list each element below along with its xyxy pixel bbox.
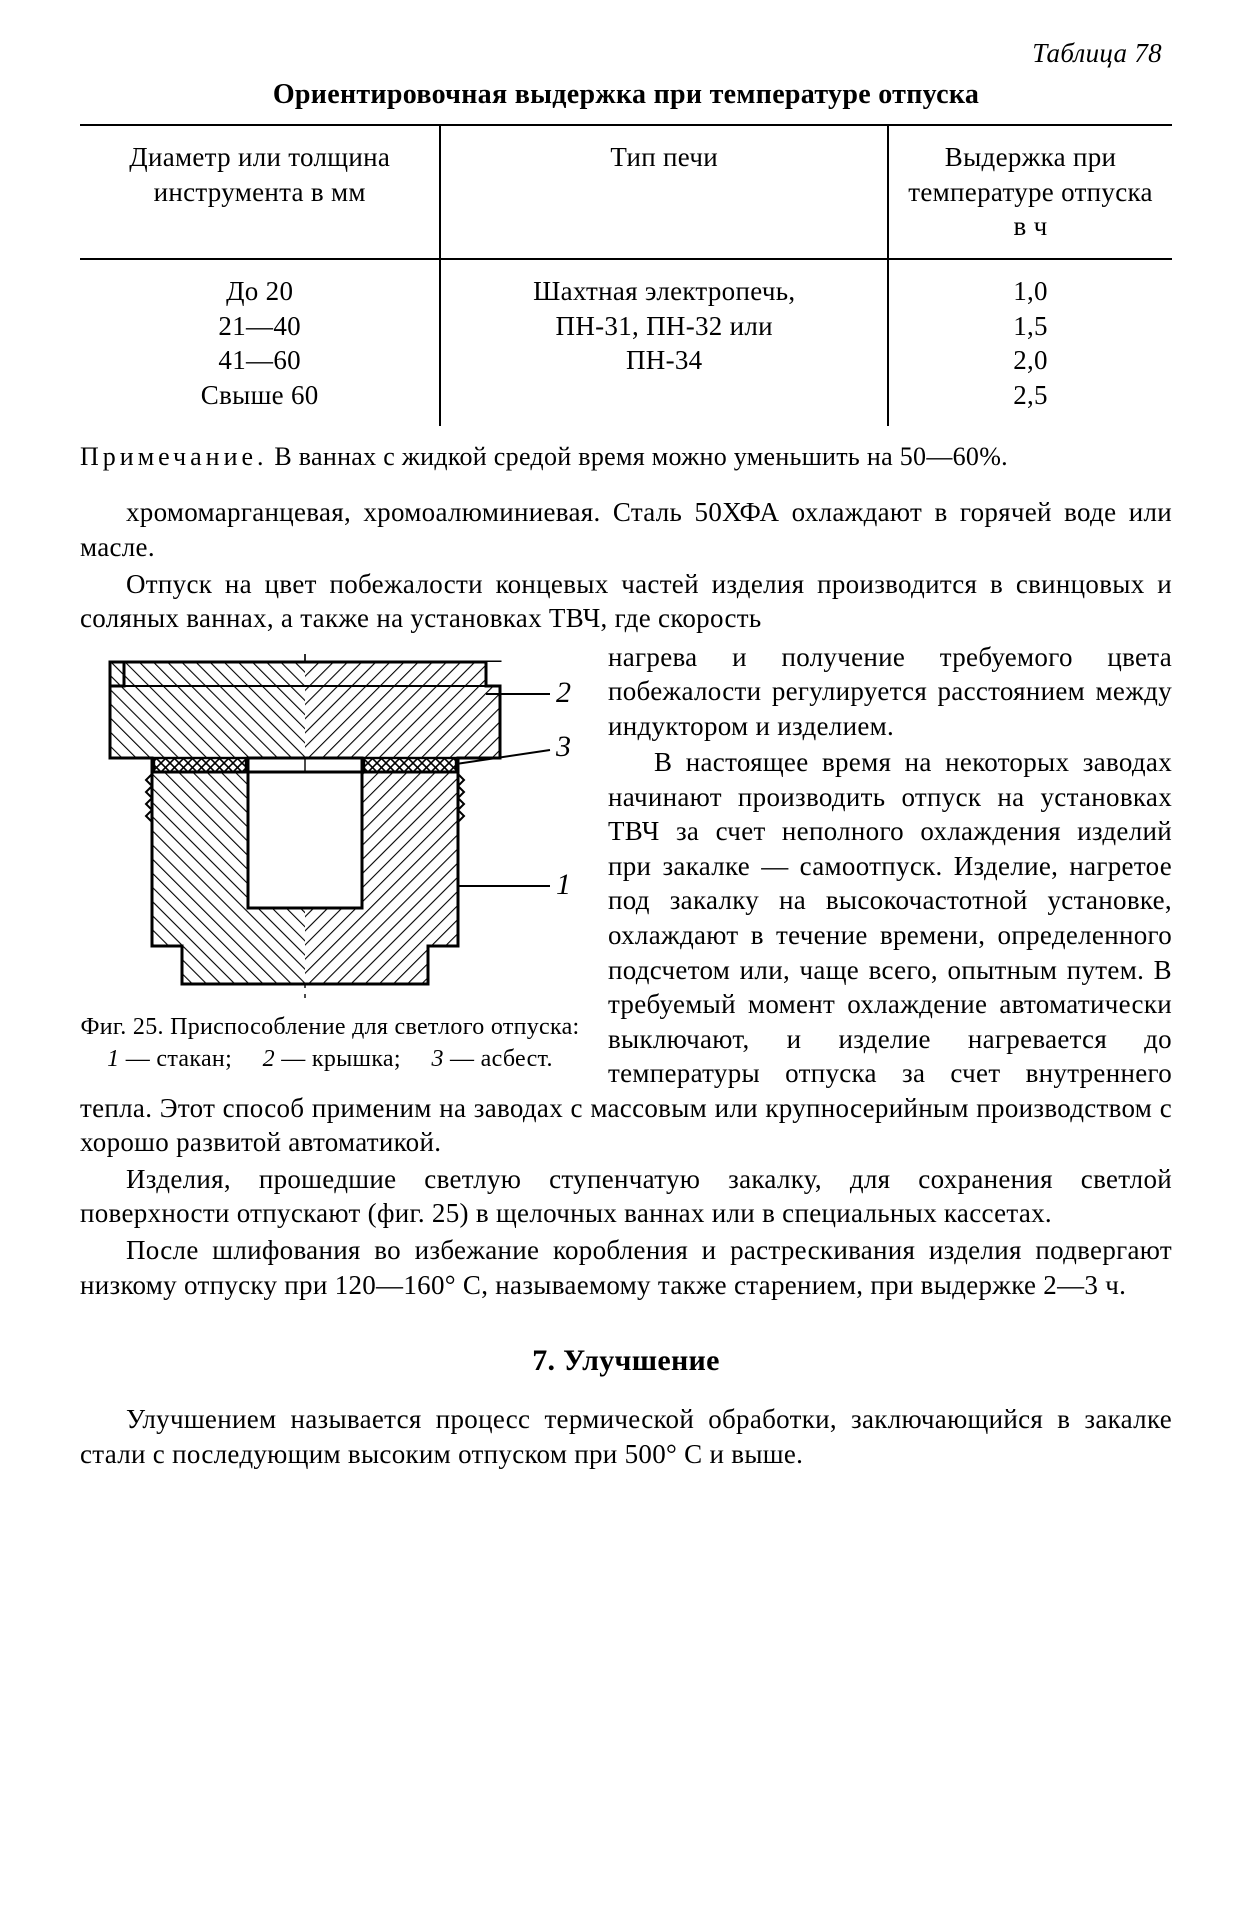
soak-time-table: Диаметр или толщина инструмента в мм Тип… [80, 124, 1172, 426]
note-lead: Примечание. [80, 442, 268, 471]
body-paragraph: Улучшением называется процесс термическо… [80, 1402, 1172, 1471]
figure-legend: 1 — стакан; 2 — крышка; 3 — асбест. [80, 1044, 580, 1074]
furnace-values: Шахтная электропечь, ПН-31, ПН-32 или ПН… [459, 274, 869, 378]
cell: 21—40 [218, 309, 301, 344]
diameter-values: До 20 21—40 41—60 Свыше 60 [98, 274, 421, 412]
cell: 2,5 [1013, 378, 1048, 413]
cell: 2,0 [1013, 343, 1048, 378]
figure-caption: Фиг. 25. Приспособление для светлого отп… [80, 1012, 580, 1074]
cell: 1,5 [1013, 309, 1048, 344]
cell: До 20 [226, 274, 293, 309]
figure-25: 2 3 1 Фиг. 25. Приспособление для светло… [80, 646, 580, 1074]
col-header-time: Выдержка при температуре отпуска в ч [888, 125, 1172, 259]
figure-caption-line1: Фиг. 25. Приспособление для светлого отп… [80, 1014, 579, 1040]
fig-label-3: 3 [555, 730, 571, 763]
table-label: Таблица 78 [80, 36, 1162, 71]
figure-drawing: 2 3 1 [80, 646, 580, 1006]
col-header-diameter: Диаметр или толщина инструмента в мм [80, 125, 440, 259]
note-body: В ваннах с жидкой средой время можно уме… [274, 442, 1008, 471]
time-values: 1,0 1,5 2,0 2,5 [907, 274, 1154, 412]
table-header-row: Диаметр или толщина инструмента в мм Тип… [80, 125, 1172, 259]
cell: Шахтная электропечь, [533, 274, 795, 309]
fig-label-1: 1 [556, 868, 571, 901]
figure-text-wrap: 2 3 1 Фиг. 25. Приспособление для светло… [80, 640, 1172, 1162]
cell: Свыше 60 [201, 378, 319, 413]
body-paragraph: После шлифования во избежание коробления… [80, 1233, 1172, 1302]
col-header-furnace: Тип печи [440, 125, 888, 259]
body-paragraph: Отпуск на цвет побежалости концевых част… [80, 567, 1172, 636]
table-title: Ориентировочная выдержка при температуре… [80, 77, 1172, 113]
cell: 41—60 [218, 343, 301, 378]
table-note: Примечание. В ваннах с жидкой средой вре… [80, 440, 1172, 473]
cell: ПН-31, ПН-32 или [556, 309, 773, 344]
body-paragraph: Изделия, прошедшие светлую ступенчатую з… [80, 1162, 1172, 1231]
cell: 1,0 [1013, 274, 1048, 309]
section-title: 7. Улучшение [80, 1342, 1172, 1380]
table-body-row: До 20 21—40 41—60 Свыше 60 Шахтная элект… [80, 259, 1172, 426]
page: Таблица 78 Ориентировочная выдержка при … [0, 0, 1252, 1932]
cell: ПН-34 [626, 343, 703, 378]
body-paragraph: хромомарганцевая, хромоалюминиевая. Стал… [80, 495, 1172, 564]
fig-label-2: 2 [556, 676, 571, 709]
